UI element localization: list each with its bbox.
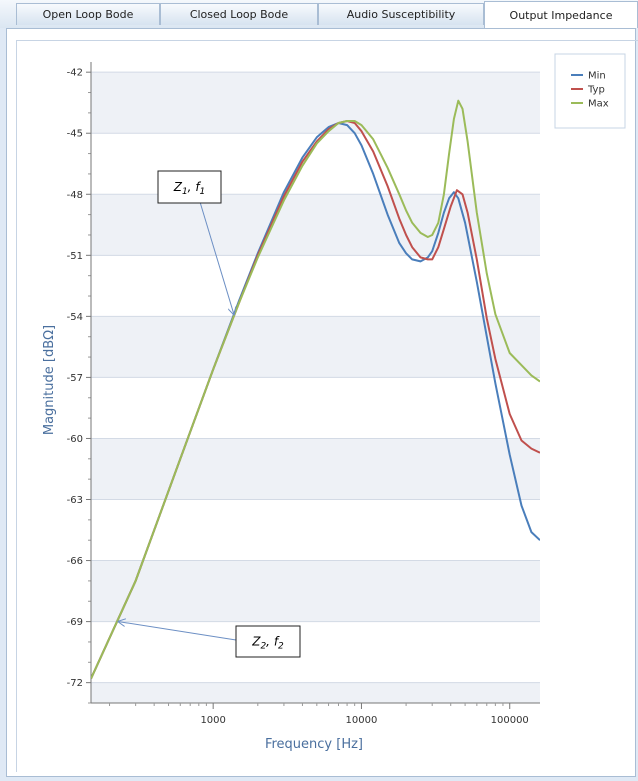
y-tick-label: -57 [67, 373, 83, 384]
legend-label-typ: Typ [587, 85, 605, 96]
legend-label-max: Max [588, 99, 609, 110]
annotation-arrow [199, 201, 234, 314]
y-tick-label: -42 [67, 68, 83, 79]
y-tick-label: -45 [67, 129, 83, 140]
grid-band [91, 316, 540, 378]
chart-frame [16, 40, 638, 772]
y-tick-label: -63 [67, 495, 83, 506]
x-tick-label: 100000 [491, 715, 529, 726]
tab-closed-loop-bode[interactable]: Closed Loop Bode [160, 3, 318, 25]
series-line-min [91, 122, 540, 680]
x-axis: 1000 10000 100000 [91, 702, 540, 726]
annotations: Z1, f1 Z2, f2 [119, 170, 301, 658]
x-tick-label: 1000 [200, 715, 225, 726]
annotation-arrow [119, 622, 237, 641]
y-tick-label: -72 [67, 678, 83, 689]
y-tick-label: -48 [67, 190, 83, 201]
tab-bar: Open Loop Bode Closed Loop Bode Audio Su… [0, 0, 638, 28]
y-tick-label: -66 [67, 556, 83, 567]
legend-box [554, 53, 626, 129]
grid-band [91, 438, 540, 500]
annotation-box [157, 170, 222, 204]
y-tick-label: -51 [67, 251, 83, 262]
y-tick-label: -69 [67, 617, 83, 628]
tab-audio-susceptibility[interactable]: Audio Susceptibility [318, 3, 484, 25]
x-tick-label: 10000 [346, 715, 378, 726]
tab-open-loop-bode[interactable]: Open Loop Bode [16, 3, 160, 25]
tab-output-impedance[interactable]: Output Impedance [484, 1, 638, 28]
y-axis-title: Magnitude [dBΩ] [42, 325, 57, 435]
series-line-max [91, 99, 540, 680]
legend: Min Typ Max [554, 53, 626, 129]
x-axis-title: Frequency [Hz] [265, 737, 363, 752]
y-tick-label: -60 [67, 434, 83, 445]
legend-label-min: Min [588, 71, 606, 82]
annotation-label: Z1, f1 [173, 180, 206, 197]
series-lines [91, 99, 540, 680]
grid-band [91, 72, 540, 134]
grid-band [91, 682, 540, 703]
series-line-typ [91, 120, 540, 680]
y-tick-label: -54 [67, 312, 83, 323]
annotation-label: Z2, f2 [251, 635, 284, 652]
grid-bands [91, 62, 540, 703]
grid-band [91, 560, 540, 622]
y-axis: -42 -45 -48 -51 -54 -57 -60 -63 -66 -69 -72 [67, 62, 92, 704]
annotation-box [235, 625, 301, 658]
